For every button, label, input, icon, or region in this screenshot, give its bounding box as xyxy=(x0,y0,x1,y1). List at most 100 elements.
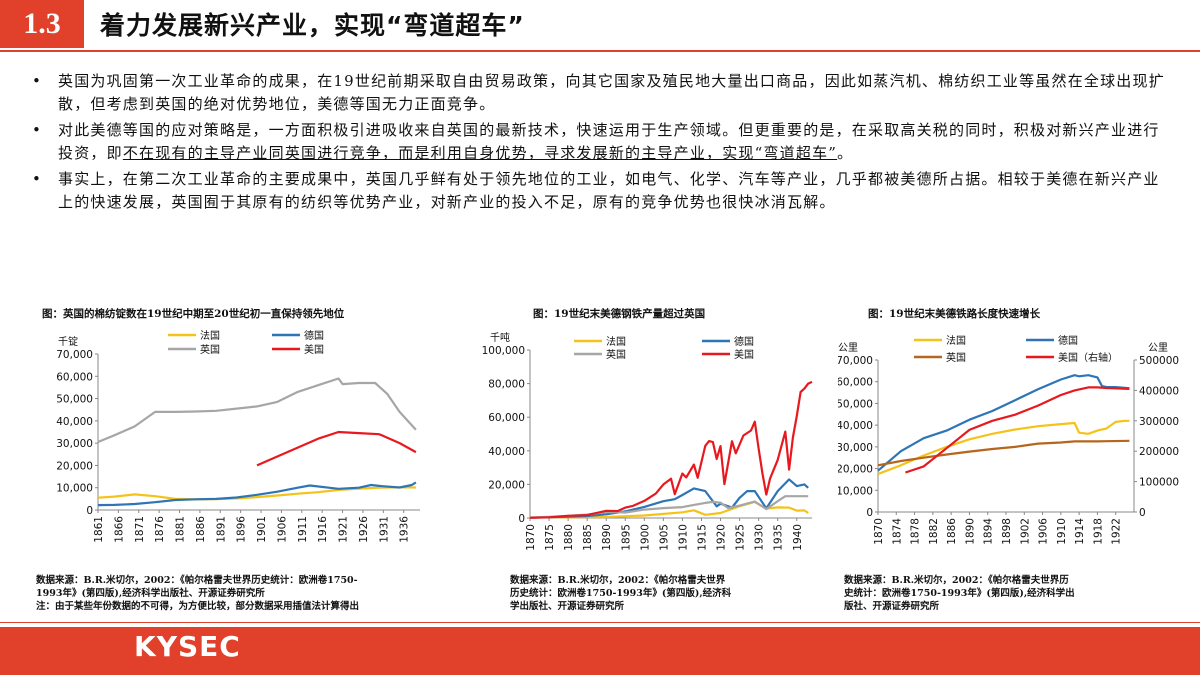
x-tick-label: 1930 xyxy=(754,524,766,551)
x-tick-label: 1895 xyxy=(620,524,632,551)
y-tick-label-right: 0 xyxy=(1139,507,1146,519)
y-tick-label: 40,000 xyxy=(56,416,93,428)
x-tick-label: 1931 xyxy=(378,516,390,543)
y-tick-label-right: 300000 xyxy=(1139,416,1179,428)
x-tick-label: 1898 xyxy=(1001,518,1013,545)
y-tick-label: 50,000 xyxy=(838,398,873,410)
x-tick-label: 1906 xyxy=(1038,518,1050,545)
footer-bar xyxy=(0,627,1200,675)
bullet-2: 对此美德等国的应对策略是，一方面积极引进吸收来自英国的最新技术，快速运用于生产领… xyxy=(30,119,1175,165)
series-line-0 xyxy=(529,500,809,519)
y-tick-label: 30,000 xyxy=(838,442,873,454)
x-tick-label: 1894 xyxy=(983,518,995,545)
y-tick-label: 50,000 xyxy=(56,394,93,406)
x-tick-label: 1902 xyxy=(1019,518,1031,545)
x-tick-label: 1878 xyxy=(910,518,922,545)
x-tick-label: 1935 xyxy=(773,524,785,551)
bullet-2-text: 对此美德等国的应对策略是，一方面积极引进吸收来自英国的最新技术，快速运用于生产领… xyxy=(58,121,1160,162)
x-tick-label: 1916 xyxy=(317,516,329,543)
chart-1-source-line1: 数据来源：B.R.米切尔，2002：《帕尔格雷夫世界历史统计：欧洲卷1750- xyxy=(36,575,358,586)
legend-label: 美国 xyxy=(734,348,754,361)
legend-label: 法国 xyxy=(946,334,966,347)
y-tick-label-right: 200000 xyxy=(1139,446,1179,458)
x-tick-label: 1936 xyxy=(399,516,411,543)
series-line-0 xyxy=(97,486,416,501)
chart-3-source: 数据来源：B.R.米切尔，2002：《帕尔格雷夫世界历 史统计：欧洲卷1750-… xyxy=(844,574,1164,613)
y-tick-label: 0 xyxy=(866,507,873,519)
y-tick-label: 10,000 xyxy=(838,485,873,497)
series-line-3 xyxy=(905,386,1130,474)
y-tick-label: 60,000 xyxy=(56,371,93,383)
x-tick-label: 1905 xyxy=(658,524,670,551)
slide-title: 着力发展新兴产业，实现“弯道超车” xyxy=(100,11,525,40)
chart-1-source-line2: 1993年》(第四版),经济科学出版社、开源证券研究所 xyxy=(36,588,265,599)
section-number: 1.3 xyxy=(0,0,84,48)
series-line-2 xyxy=(97,377,417,444)
y-tick-label: 20,000 xyxy=(56,460,93,472)
x-tick-label: 1861 xyxy=(93,516,105,543)
y-tick-label: 80,000 xyxy=(488,379,525,391)
bullet-1: 英国为巩固第一次工业革命的成果，在19世纪前期采取自由贸易政策，向其它国家及殖民… xyxy=(30,70,1175,116)
chart-3-source-line3: 版社、开源证券研究所 xyxy=(844,601,940,612)
y-tick-label: 20,000 xyxy=(838,464,873,476)
y-tick-label: 0 xyxy=(518,513,525,525)
y-tick-label: 10,000 xyxy=(56,483,93,495)
x-tick-label: 1876 xyxy=(154,516,166,543)
y-tick-label: 60,000 xyxy=(838,377,873,389)
x-tick-label: 1906 xyxy=(276,516,288,543)
legend-label: 法国 xyxy=(200,329,220,342)
x-tick-label: 1874 xyxy=(891,518,903,545)
bullet-1-text: 英国为巩固第一次工业革命的成果，在19世纪前期采取自由贸易政策，向其它国家及殖民… xyxy=(58,72,1165,113)
y-tick-label: 60,000 xyxy=(488,412,525,424)
series-line-1 xyxy=(529,478,809,519)
x-tick-label: 1871 xyxy=(134,516,146,543)
x-tick-label: 1922 xyxy=(1111,518,1123,545)
series-line-1 xyxy=(97,481,417,507)
legend-label: 英国 xyxy=(200,343,220,356)
x-tick-label: 1926 xyxy=(358,516,370,543)
x-tick-label: 1920 xyxy=(716,524,728,551)
x-tick-label: 1875 xyxy=(544,524,556,551)
x-tick-label: 1870 xyxy=(525,524,537,551)
bullet-3: 事实上，在第二次工业革命的主要成果中，英国几乎鲜有处于领先地位的工业，如电气、化… xyxy=(30,168,1175,214)
chart-1-source: 数据来源：B.R.米切尔，2002：《帕尔格雷夫世界历史统计：欧洲卷1750- … xyxy=(36,574,476,613)
x-tick-label: 1880 xyxy=(563,524,575,551)
x-tick-label: 1911 xyxy=(297,516,309,543)
chart-railway: 公里 公里 0 10,000 20,000 30,000 40,000 50,000 60,00… xyxy=(838,334,1179,545)
legend-label: 德国 xyxy=(304,329,324,342)
chart-2-source-line1: 数据来源：B.R.米切尔，2002：《帕尔格雷夫世界 xyxy=(510,575,726,586)
bullet-2-end: 。 xyxy=(837,144,854,162)
y-tick-label: 0 xyxy=(86,505,93,517)
chart-3-source-line2: 史统计：欧洲卷1750-1993年》(第四版),经济科学出 xyxy=(844,588,1075,599)
x-tick-label: 1921 xyxy=(338,516,350,543)
y-tick-label: 30,000 xyxy=(56,438,93,450)
series-line-2 xyxy=(877,439,1130,467)
x-tick-label: 1881 xyxy=(175,516,187,543)
y-axis-label: 公里 xyxy=(838,342,858,354)
x-tick-label: 1910 xyxy=(1056,518,1068,545)
x-tick-label: 1900 xyxy=(639,524,651,551)
series-line-3 xyxy=(529,380,813,519)
x-tick-label: 1891 xyxy=(215,516,227,543)
y-axis-label: 千锭 xyxy=(58,335,78,348)
x-tick-label: 1870 xyxy=(873,518,885,545)
y-tick-label: 20,000 xyxy=(488,479,525,491)
header-divider xyxy=(0,50,1200,52)
chart-2-source-line3: 学出版社、开源证券研究所 xyxy=(510,601,625,612)
y-tick-label: 70,000 xyxy=(838,355,873,367)
x-tick-label: 1866 xyxy=(113,516,125,543)
x-tick-label: 1885 xyxy=(582,524,594,551)
chart-spindles: 千锭 0 10,000 20,000 30,000 40,000 50,000 60,000 7… xyxy=(56,329,420,543)
legend-label: 德国 xyxy=(1058,334,1078,347)
chart-3-title: 图：19世纪末美德铁路长度快速增长 xyxy=(868,308,1041,320)
x-tick-label: 1886 xyxy=(195,516,207,543)
y-axis-label-right: 公里 xyxy=(1148,342,1168,354)
x-tick-label: 1940 xyxy=(792,524,804,551)
x-tick-label: 1890 xyxy=(601,524,613,551)
series-line-3 xyxy=(256,430,417,467)
slide-header: 1.3 着力发展新兴产业，实现“弯道超车” xyxy=(0,0,1200,56)
x-tick-label: 1915 xyxy=(696,524,708,551)
legend-label: 美国 xyxy=(304,343,324,356)
chart-2-source-line2: 历史统计：欧洲卷1750-1993年》(第四版),经济科 xyxy=(510,588,732,599)
x-tick-label: 1890 xyxy=(964,518,976,545)
